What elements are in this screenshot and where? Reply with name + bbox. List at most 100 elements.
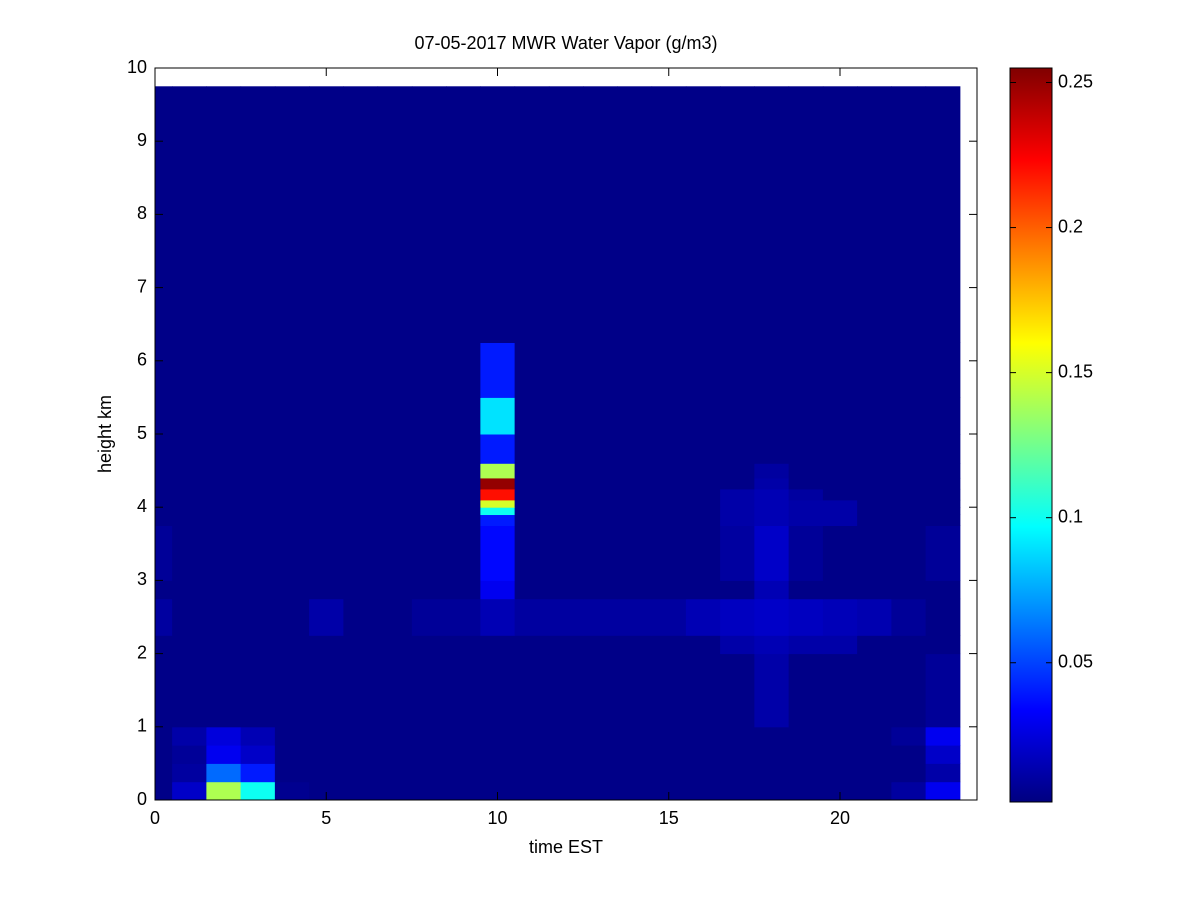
heatmap-cell: [754, 514, 790, 526]
heatmap-cell: [309, 598, 344, 636]
heatmap-cell: [446, 525, 481, 581]
heatmap-cell: [617, 781, 653, 801]
heatmap-cell: [720, 580, 755, 600]
heatmap-cell: [857, 525, 892, 581]
heatmap-cell: [685, 598, 721, 636]
heatmap-cell: [788, 342, 824, 398]
heatmap-cell: [548, 434, 584, 464]
heatmap-cell: [857, 477, 892, 490]
heatmap-cell: [377, 580, 413, 600]
heatmap-cell: [548, 598, 584, 636]
heatmap-cell: [240, 635, 276, 655]
heatmap-cell: [172, 507, 207, 516]
heatmap-cell: [155, 635, 173, 655]
heatmap-cell: [172, 514, 207, 526]
heatmap-cell: [720, 598, 755, 636]
heatmap-cell: [857, 507, 892, 516]
heatmap-cell: [155, 514, 173, 526]
heatmap-cell: [685, 514, 721, 526]
heatmap-cell: [514, 86, 550, 344]
heatmap-cell: [754, 488, 790, 501]
heatmap-cell: [206, 488, 242, 501]
heatmap-cell: [617, 507, 653, 516]
heatmap-cell: [514, 434, 550, 464]
heatmap-cell: [754, 781, 790, 801]
heatmap-cell: [891, 514, 927, 526]
heatmap-cell: [925, 499, 961, 508]
heatmap-cell: [651, 488, 687, 501]
heatmap-cell: [548, 745, 584, 764]
heatmap-cell: [788, 653, 824, 728]
heatmap-cell: [343, 477, 379, 490]
y-tick-label: 10: [127, 57, 147, 77]
heatmap-cell: [583, 580, 618, 600]
heatmap-cell: [617, 434, 653, 464]
heatmap-cell: [857, 726, 892, 746]
heatmap-cell: [240, 763, 276, 783]
heatmap-cell: [651, 499, 687, 508]
heatmap-cell: [514, 463, 550, 479]
heatmap-cell: [274, 763, 310, 783]
heatmap-cell: [446, 763, 481, 783]
heatmap-cell: [925, 598, 961, 636]
heatmap-cell: [411, 397, 447, 435]
heatmap-cell: [274, 488, 310, 501]
heatmap-cell: [891, 781, 927, 801]
heatmap-cell: [206, 726, 242, 746]
heatmap-cell: [309, 507, 344, 516]
heatmap-cell: [240, 499, 276, 508]
heatmap-cell: [446, 653, 481, 728]
heatmap-cell: [788, 635, 824, 655]
heatmap-cell: [274, 499, 310, 508]
heatmap-cell: [411, 635, 447, 655]
heatmap-cell: [480, 763, 516, 783]
heatmap-cell: [480, 477, 516, 490]
heatmap-cell: [583, 342, 618, 398]
heatmap-cell: [411, 463, 447, 479]
heatmap-cell: [548, 463, 584, 479]
heatmap-cell: [685, 580, 721, 600]
heatmap-cell: [274, 781, 310, 801]
heatmap-cell: [822, 635, 858, 655]
heatmap-cell: [206, 434, 242, 464]
heatmap-cell: [514, 477, 550, 490]
heatmap-cell: [411, 86, 447, 344]
heatmap-cell: [411, 477, 447, 490]
heatmap-cell: [480, 342, 516, 398]
heatmap-cell: [514, 499, 550, 508]
heatmap-cell: [857, 434, 892, 464]
heatmap-cell: [583, 635, 618, 655]
heatmap-cell: [480, 580, 516, 600]
heatmap-cell: [754, 463, 790, 479]
heatmap-cell: [309, 434, 344, 464]
heatmap-cell: [651, 580, 687, 600]
heatmap-cell: [206, 342, 242, 398]
heatmap-cell: [651, 745, 687, 764]
heatmap-cell: [206, 463, 242, 479]
heatmap-cell: [446, 477, 481, 490]
heatmap-cell: [155, 488, 173, 501]
heatmap-cell: [274, 434, 310, 464]
colorbar-tick-label: 0.2: [1058, 216, 1083, 236]
heatmap-cell: [377, 726, 413, 746]
heatmap-cell: [548, 653, 584, 728]
colorbar-tick-label: 0.1: [1058, 506, 1083, 526]
heatmap-cell: [720, 763, 755, 783]
heatmap-cell: [155, 580, 173, 600]
heatmap-cell: [583, 488, 618, 501]
heatmap-cell: [754, 653, 790, 728]
x-tick-label: 5: [321, 808, 331, 828]
heatmap-cell: [651, 463, 687, 479]
heatmap-cell: [617, 499, 653, 508]
heatmap-cell: [788, 514, 824, 526]
heatmap-cell: [206, 525, 242, 581]
heatmap-cell: [377, 514, 413, 526]
heatmap-cell: [925, 477, 961, 490]
heatmap-cell: [343, 763, 379, 783]
heatmap-cell: [377, 499, 413, 508]
heatmap-cell: [446, 745, 481, 764]
heatmap-cell: [925, 745, 961, 764]
heatmap-cell: [617, 653, 653, 728]
chart-title: 07-05-2017 MWR Water Vapor (g/m3): [414, 33, 717, 53]
